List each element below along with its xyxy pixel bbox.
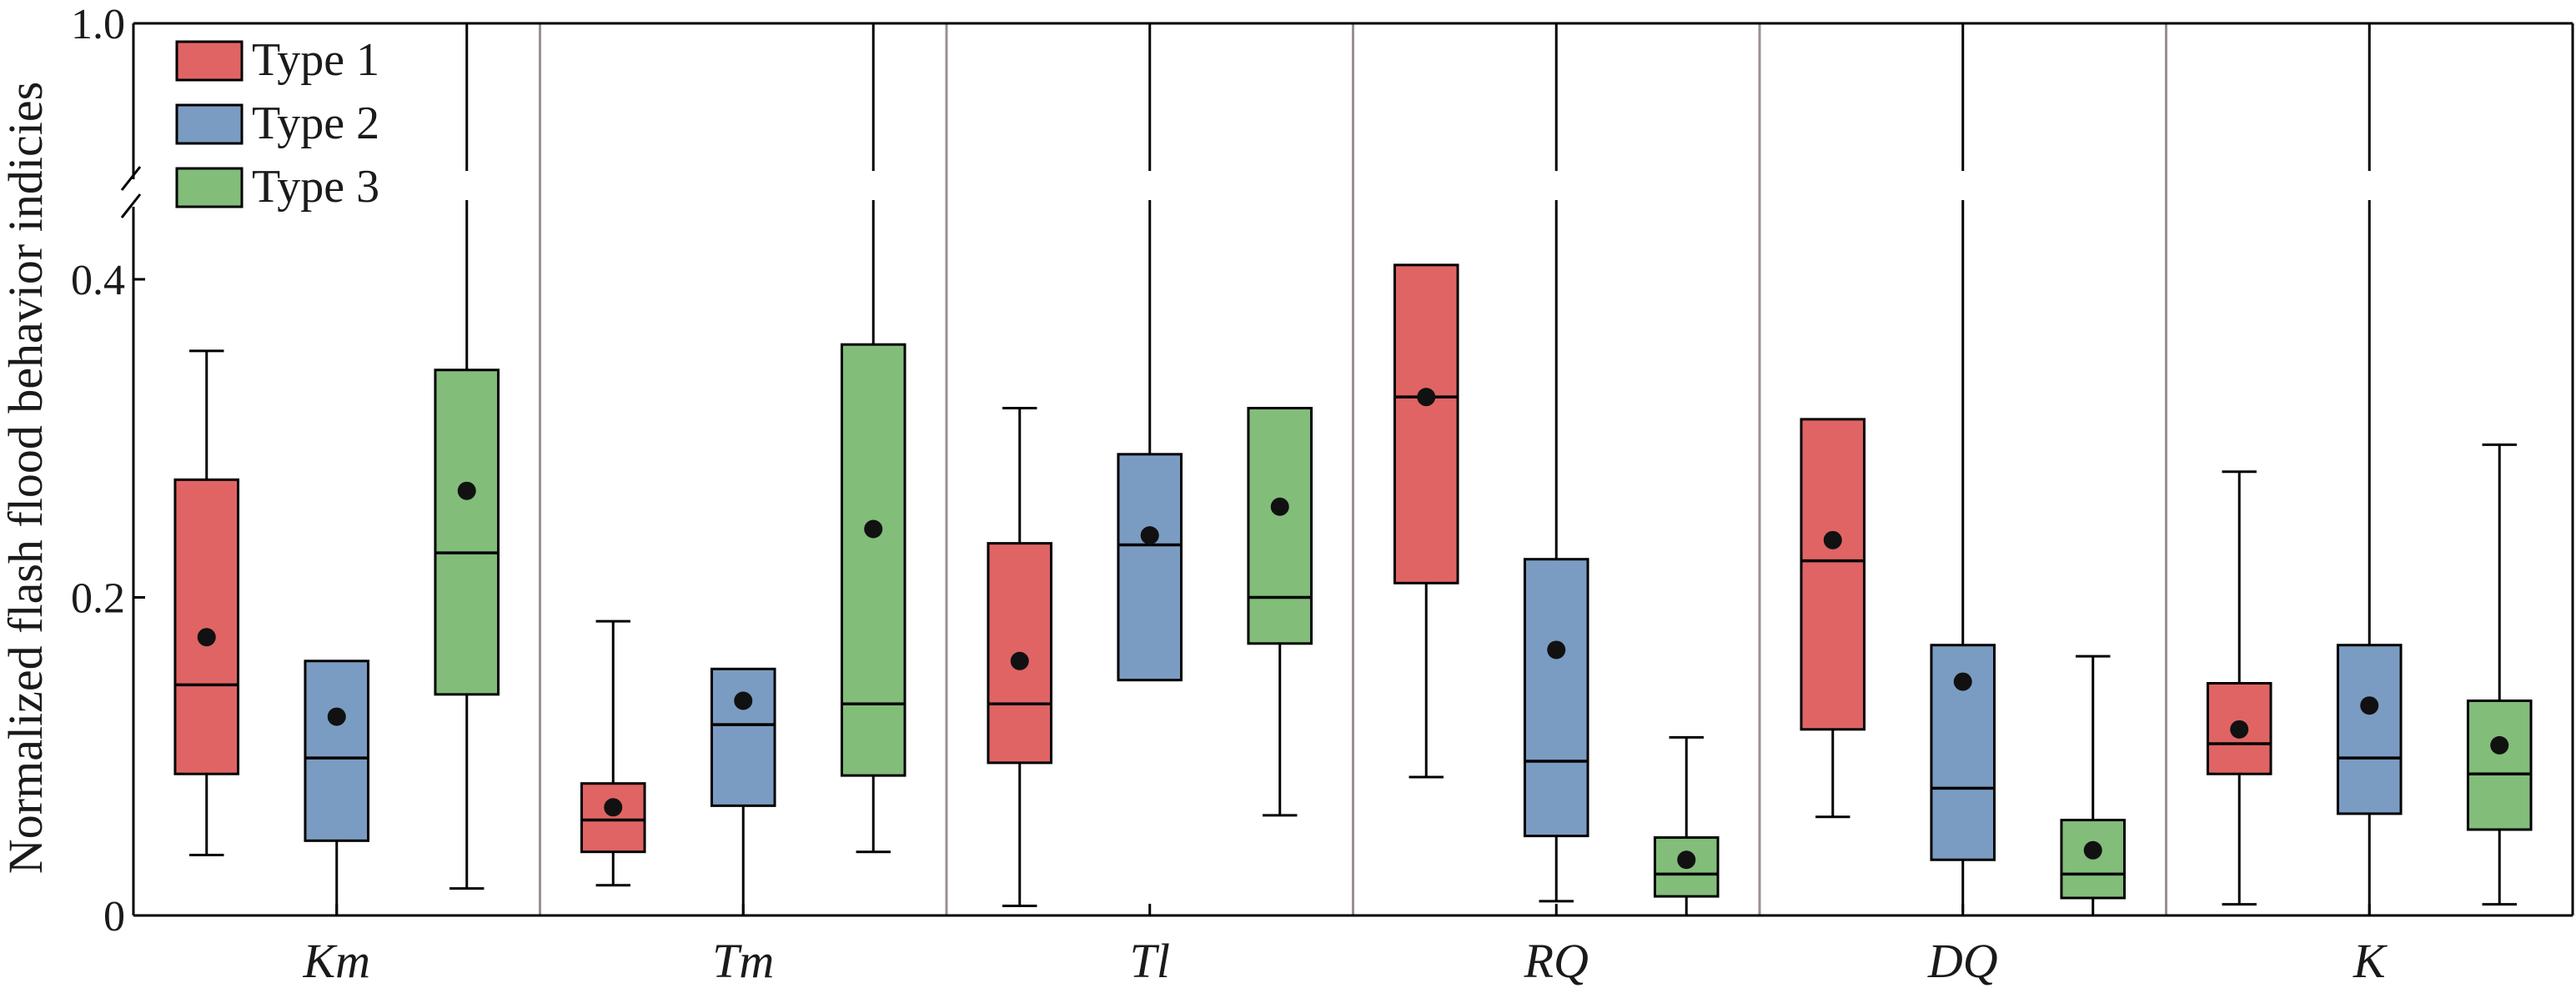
box-K-type-1: [2206, 470, 2272, 906]
box-iqr: [2466, 699, 2533, 831]
x-tick-label: DQ: [1927, 934, 1998, 988]
x-tick-label: Tm: [712, 934, 774, 988]
box-Km-type-1: [173, 349, 240, 857]
box-iqr: [1117, 453, 1183, 682]
x-tick-label: Tl: [1130, 934, 1170, 988]
box-iqr: [710, 667, 776, 807]
box-iqr: [1247, 407, 1313, 645]
x-tick-label: RQ: [1524, 934, 1589, 988]
axis-break-mark: [120, 166, 142, 191]
mean-marker: [1140, 526, 1159, 545]
axis-break-mark: [120, 193, 142, 218]
box-Km-type-2: [304, 660, 370, 915]
legend-label: Type 2: [252, 98, 379, 149]
mean-marker: [327, 707, 346, 726]
box-iqr: [304, 660, 370, 842]
box-iqr: [1523, 558, 1589, 838]
box-RQ-type-1: [1393, 263, 1459, 779]
box-Km-type-3: [434, 23, 500, 890]
box-Tm-type-3: [840, 23, 906, 854]
mean-marker: [1953, 672, 1972, 691]
legend-label: Type 3: [252, 161, 379, 213]
box-K-type-3: [2466, 443, 2533, 906]
x-tick-label: Km: [302, 934, 370, 988]
box-Tm-type-2: [710, 667, 776, 915]
legend-label: Type 1: [252, 34, 379, 86]
mean-marker: [2083, 840, 2102, 860]
box-iqr: [434, 369, 500, 696]
y-tick-label: 0: [103, 893, 125, 940]
box-iqr: [1393, 263, 1459, 584]
y-tick-label: 0.4: [71, 257, 125, 304]
legend-swatch: [175, 40, 244, 82]
box-RQ-type-3: [1653, 735, 1720, 915]
y-tick-label: 0.2: [71, 575, 125, 623]
mean-marker: [197, 628, 216, 647]
box-series: [173, 23, 2533, 915]
axes: 0 0.2 0.4 1.0 Km Tm Tl RQ DQ K: [71, 1, 2574, 988]
box-DQ-type-1: [1800, 418, 1866, 819]
mean-marker: [1270, 497, 1289, 516]
box-Tl-type-2: [1117, 23, 1183, 682]
box-K-type-2: [2336, 23, 2403, 915]
mean-marker: [457, 481, 476, 500]
mean-marker: [864, 519, 883, 539]
mean-marker: [1547, 640, 1566, 660]
y-tick-label: 1.0: [71, 1, 125, 48]
legend-swatch: [175, 167, 244, 208]
mean-marker: [2230, 720, 2249, 739]
box-iqr: [2336, 644, 2403, 815]
mean-marker: [1823, 530, 1842, 549]
x-tick-label: K: [2353, 934, 2388, 988]
category-dividers: [539, 23, 2167, 915]
mean-marker: [1417, 388, 1436, 407]
y-axis-title: Normalized flash flood behavior indicies: [0, 82, 53, 874]
mean-marker: [2490, 735, 2509, 755]
box-iqr: [1800, 418, 1866, 731]
box-Tl-type-3: [1247, 407, 1313, 817]
legend-swatch: [175, 103, 244, 145]
mean-marker: [734, 691, 753, 710]
box-DQ-type-2: [1930, 23, 1996, 913]
box-RQ-type-2: [1523, 23, 1589, 903]
box-iqr: [840, 343, 906, 777]
mean-marker: [604, 798, 623, 817]
legend: Type 1 Type 2 Type 3: [175, 34, 379, 213]
box-Tm-type-1: [580, 619, 646, 887]
box-iqr: [173, 478, 240, 775]
mean-marker: [2360, 696, 2379, 715]
box-iqr: [580, 782, 646, 854]
mean-marker: [1010, 651, 1029, 670]
box-DQ-type-3: [2060, 654, 2127, 915]
box-Tl-type-1: [987, 407, 1053, 908]
mean-marker: [1677, 850, 1696, 870]
